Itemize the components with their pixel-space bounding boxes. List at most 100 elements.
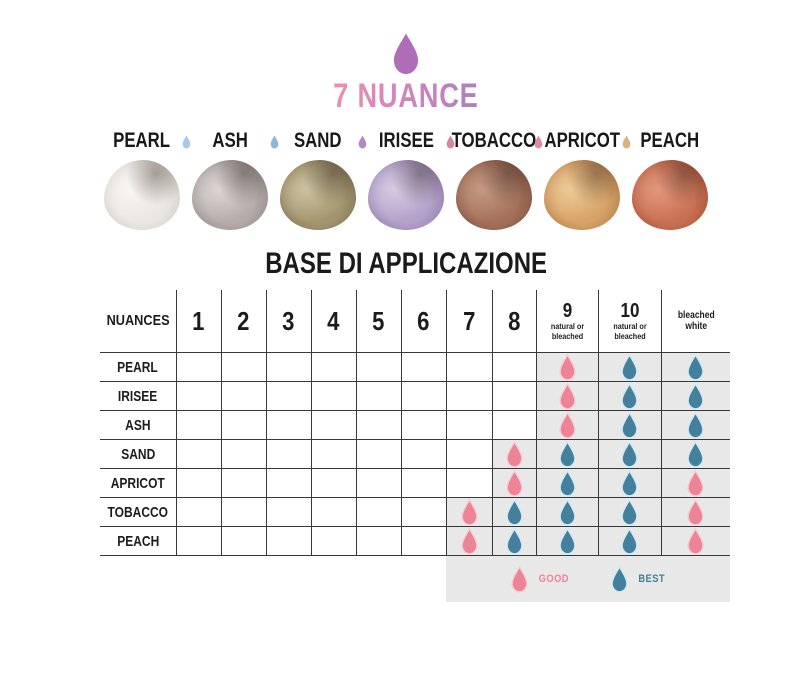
drop-icon xyxy=(621,411,638,438)
nuance-label-apricot: APRICOT xyxy=(544,129,620,152)
cell-good-drop xyxy=(491,439,537,469)
cell-empty xyxy=(265,468,312,498)
cell-best-drop xyxy=(535,468,599,498)
nuance-label-peach: PEACH xyxy=(640,129,700,152)
drop-icon xyxy=(621,498,638,525)
cell-empty xyxy=(400,468,447,498)
cell-empty xyxy=(445,352,493,382)
cell-good-drop xyxy=(660,526,731,556)
drop-icon xyxy=(687,382,704,409)
cell-empty xyxy=(400,410,447,440)
legend-spacer xyxy=(100,555,447,602)
cell-empty xyxy=(491,352,537,382)
nuance-separator-drop-icon xyxy=(180,135,192,154)
cell-empty xyxy=(355,526,402,556)
drop-icon xyxy=(687,469,704,496)
cell-empty xyxy=(175,381,222,411)
cell-empty xyxy=(400,381,447,411)
nuance-column-apricot: APRICOT xyxy=(538,128,626,230)
cell-best-drop xyxy=(491,526,537,556)
col-header-7: 7 xyxy=(445,290,493,353)
drop-icon xyxy=(687,353,704,380)
cell-best-drop xyxy=(597,352,662,382)
matrix-row-pearl: PEARL xyxy=(100,352,731,382)
nuance-label-irisee: IRISEE xyxy=(378,129,434,152)
cell-empty xyxy=(400,352,447,382)
cell-empty xyxy=(220,526,267,556)
cell-best-drop xyxy=(597,381,662,411)
cell-best-drop xyxy=(597,410,662,440)
cell-best-drop xyxy=(535,439,599,469)
cell-empty xyxy=(175,410,222,440)
cell-best-drop xyxy=(597,468,662,498)
drop-icon xyxy=(393,33,419,75)
matrix-row-tobacco: TOBACCO xyxy=(100,497,731,527)
cell-empty xyxy=(491,410,537,440)
cell-empty xyxy=(175,468,222,498)
cell-best-drop xyxy=(597,526,662,556)
cell-empty xyxy=(220,381,267,411)
cell-empty xyxy=(355,352,402,382)
hair-swatch-tobacco xyxy=(456,160,532,230)
cell-empty xyxy=(265,381,312,411)
cell-empty xyxy=(310,526,357,556)
col-header-2: 2 xyxy=(220,290,267,353)
cell-empty xyxy=(355,497,402,527)
drop-icon xyxy=(558,469,576,496)
cell-good-drop xyxy=(660,468,731,498)
col-header-3: 3 xyxy=(265,290,312,353)
cell-empty xyxy=(175,352,222,382)
drop-icon xyxy=(358,135,366,149)
nuance-column-pearl: PEARL xyxy=(98,128,186,230)
cell-empty xyxy=(445,468,493,498)
cell-good-drop xyxy=(535,352,599,382)
row-header-irisee: IRISEE xyxy=(100,381,177,411)
cell-empty xyxy=(491,381,537,411)
drop-icon xyxy=(505,440,523,467)
drop-icon xyxy=(182,135,190,149)
col-header-4: 4 xyxy=(310,290,357,353)
drop-icon xyxy=(534,135,542,149)
drop-icon xyxy=(558,440,576,467)
matrix-row-sand: SAND xyxy=(100,439,731,469)
drop-icon xyxy=(558,527,576,554)
cell-empty xyxy=(310,381,357,411)
col-header-1: 1 xyxy=(175,290,222,353)
cell-good-drop xyxy=(535,410,599,440)
cell-empty xyxy=(400,526,447,556)
drop-icon xyxy=(270,135,278,149)
application-table-title: BASE DI APPLICAZIONE xyxy=(0,246,812,282)
drop-icon xyxy=(621,382,638,409)
cell-empty xyxy=(175,439,222,469)
cell-best-drop xyxy=(535,526,599,556)
nuance-column-tobacco: TOBACCO xyxy=(450,128,538,230)
cell-good-drop xyxy=(445,497,493,527)
cell-empty xyxy=(310,439,357,469)
cell-best-drop xyxy=(660,439,731,469)
cell-empty xyxy=(310,352,357,382)
nuance-label-sand: SAND xyxy=(294,129,342,152)
nuance-label-tobacco: TOBACCO xyxy=(451,129,537,152)
cell-empty xyxy=(355,439,402,469)
cell-best-drop xyxy=(660,381,731,411)
legend-best: BEST xyxy=(609,565,667,593)
row-header-tobacco: TOBACCO xyxy=(100,497,177,527)
best-drop-icon xyxy=(609,565,630,593)
drop-icon xyxy=(687,498,704,525)
col-header-bleached-white: bleached white xyxy=(660,290,731,353)
cell-empty xyxy=(175,497,222,527)
col-header-nuances: NUANCES xyxy=(100,290,177,353)
cell-empty xyxy=(265,410,312,440)
legend-row: GOOD BEST xyxy=(100,555,731,602)
legend-good-label: GOOD xyxy=(538,573,569,585)
col-header-8: 8 xyxy=(491,290,537,353)
drop-icon xyxy=(687,527,704,554)
matrix-header-row: NUANCES 1 2 3 4 5 6 7 8 9 natural or bleached 10 natu… xyxy=(100,290,731,353)
cell-empty xyxy=(355,381,402,411)
cell-best-drop xyxy=(491,497,537,527)
page-title: 7 NUANCE xyxy=(333,77,479,115)
legend-good: GOOD xyxy=(509,565,572,593)
nuance-column-irisee: IRISEE xyxy=(362,128,450,230)
cell-good-drop xyxy=(491,468,537,498)
cell-empty xyxy=(355,410,402,440)
